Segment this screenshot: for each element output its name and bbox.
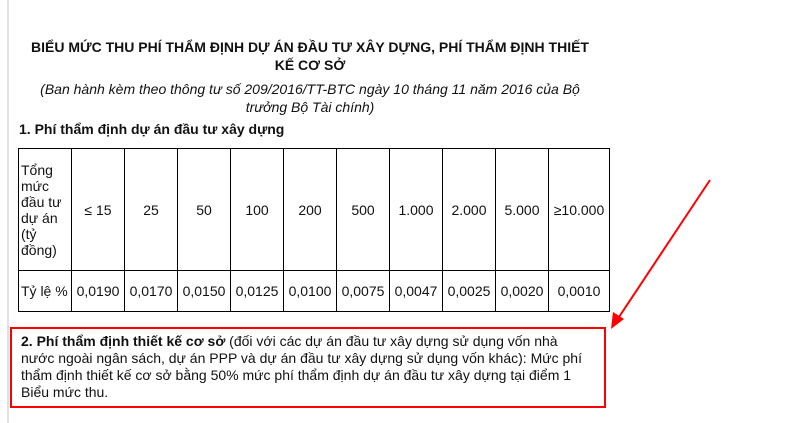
section-1-heading: 1. Phí thẩm định dự án đầu tư xây dựng: [19, 121, 285, 137]
table-cell: 0,0150: [177, 270, 231, 312]
table-cell: 50: [177, 148, 231, 271]
table-cell: 25: [124, 148, 178, 271]
table-cell: 0,0010: [548, 270, 610, 312]
table-cell: 1.000: [389, 148, 443, 271]
table-cell: 0,0190: [71, 270, 125, 312]
table-cell: ≥10.000: [548, 148, 610, 271]
section-2-paragraph: 2. Phí thẩm định thiết kế cơ sở (đối với…: [21, 333, 591, 401]
table-cell: 0,0125: [230, 270, 284, 312]
arrow-line: [616, 179, 711, 321]
table-row: Tổng mức đầu tư dự án (tỷ đồng) ≤ 15 25 …: [18, 148, 610, 271]
document-subtitle: (Ban hành kèm theo thông tư số 209/2016/…: [40, 81, 580, 115]
section-2-text: (đối với các dự án đầu tư xây dựng sử dụ…: [21, 333, 582, 400]
table-cell: 0,0170: [124, 270, 178, 312]
table-cell: 0,0020: [495, 270, 549, 312]
document-title: BIỂU MỨC THU PHÍ THẨM ĐỊNH DỰ ÁN ĐẦU TƯ …: [31, 39, 589, 73]
table-cell: ≤ 15: [71, 148, 125, 271]
row-header: Tổng mức đầu tư dự án (tỷ đồng): [18, 148, 72, 271]
section-2-heading: 2. Phí thẩm định thiết kế cơ sở: [21, 333, 226, 349]
highlight-box: 2. Phí thẩm định thiết kế cơ sở (đối với…: [10, 327, 606, 408]
table-cell: 5.000: [495, 148, 549, 271]
table-cell: 2.000: [442, 148, 496, 271]
table-row: Tỷ lệ % 0,0190 0,0170 0,0150 0,0125 0,01…: [18, 270, 610, 312]
table-cell: 100: [230, 148, 284, 271]
table-cell: 0,0047: [389, 270, 443, 312]
arrow-head-icon: [611, 312, 624, 329]
page-border: [7, 0, 9, 423]
fee-table: Tổng mức đầu tư dự án (tỷ đồng) ≤ 15 25 …: [18, 148, 610, 312]
table-cell: 0,0100: [283, 270, 337, 312]
